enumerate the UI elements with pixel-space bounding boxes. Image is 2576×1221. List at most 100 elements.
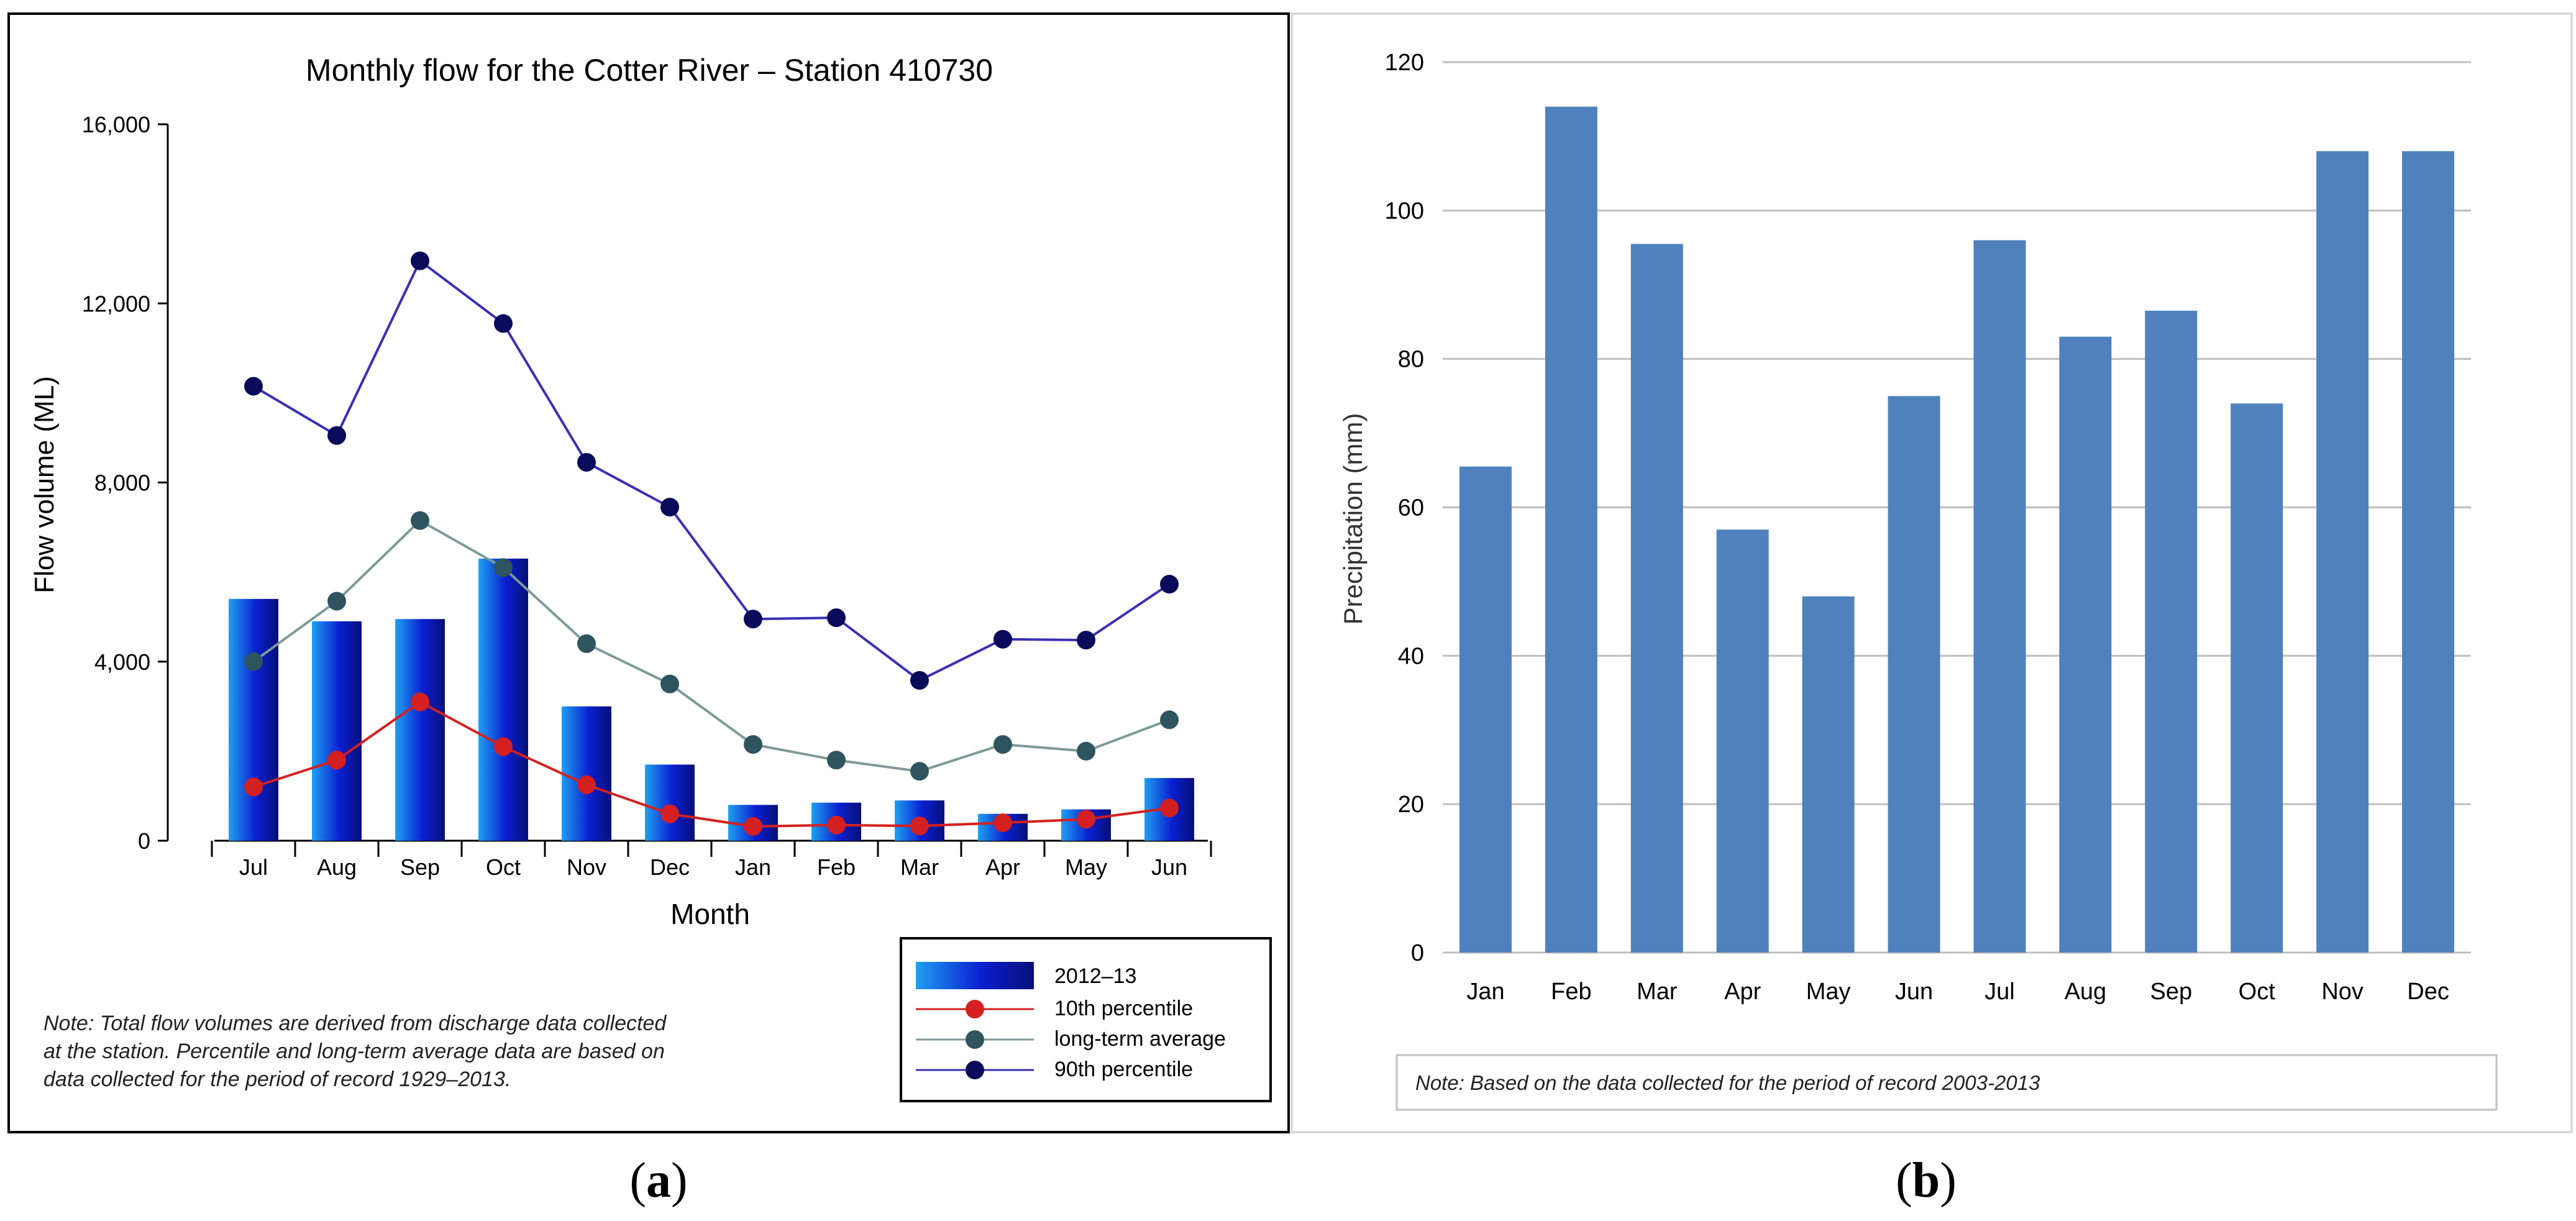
bar	[2059, 336, 2112, 953]
x-tick-label: Jun	[1895, 979, 1933, 1005]
chart-a: Monthly flow for the Cotter River – Stat…	[7, 12, 1290, 1133]
legend-swatch-bar	[916, 962, 1034, 989]
chart-b: 0 20 40 60 80 100 120 Jan Feb Mar Apr May Jun Jul Aug…	[1290, 12, 2573, 1133]
x-tick-label: Sep	[2150, 979, 2192, 1005]
data-point	[827, 815, 846, 835]
data-point	[244, 777, 263, 797]
data-point	[577, 775, 596, 794]
data-point	[411, 511, 429, 530]
data-point	[993, 735, 1012, 754]
legend-label: long-term average	[1054, 1027, 1226, 1051]
bar	[395, 619, 445, 841]
data-point	[244, 652, 263, 671]
y-tick-label: 20	[1398, 792, 1424, 818]
bar	[1888, 396, 1940, 953]
data-point	[827, 751, 846, 770]
data-point	[744, 610, 762, 629]
y-tick-label: 80	[1398, 347, 1424, 373]
data-point	[1077, 810, 1095, 829]
x-tick-label: Mar	[900, 854, 939, 880]
data-point	[1160, 798, 1179, 818]
x-tick-label: Jun	[1151, 854, 1187, 880]
panel-caption-a-letter: a	[646, 1153, 671, 1208]
data-point	[494, 314, 513, 333]
bar	[2402, 151, 2455, 953]
chart-a-note-line: Note: Total flow volumes are derived fro…	[43, 1012, 667, 1035]
chart-b-frame	[1290, 12, 2573, 1133]
bar	[478, 559, 528, 841]
x-tick-label: Mar	[1637, 979, 1678, 1005]
chart-b-x-axis: Jan Feb Mar Apr May Jun Jul Aug Sep Oct Nov Dec	[1466, 979, 2449, 1005]
data-point	[1160, 575, 1179, 594]
y-tick-label: 120	[1385, 50, 1424, 76]
data-point	[244, 377, 263, 396]
data-point	[993, 813, 1012, 833]
legend-label: 90th percentile	[1054, 1058, 1193, 1081]
x-tick-label: Sep	[400, 854, 440, 880]
x-tick-label: Oct	[486, 854, 521, 880]
bar	[2316, 151, 2369, 953]
legend-swatch-marker	[966, 1061, 984, 1079]
y-tick-label: 0	[1411, 940, 1424, 966]
panel-caption-a: (a)	[629, 1153, 688, 1208]
x-tick-label: Nov	[2321, 979, 2364, 1005]
x-tick-label: Dec	[2407, 979, 2449, 1005]
chart-a-note: Note: Total flow volumes are derived fro…	[43, 1012, 667, 1091]
data-point	[660, 674, 679, 693]
chart-a-legend: 2012–13 10th percentile long-term averag…	[900, 937, 1272, 1102]
y-tick-label: 8,000	[94, 470, 150, 496]
chart-a-y-axis: 0 4,000 8,000 12,000 16,000	[82, 112, 169, 854]
data-point	[411, 251, 429, 270]
data-point	[327, 592, 346, 611]
data-point	[327, 426, 346, 445]
legend-swatch-marker	[966, 1000, 984, 1018]
legend-swatch-marker	[966, 1030, 984, 1049]
x-tick-label: Apr	[1724, 979, 1761, 1005]
bar	[229, 598, 278, 841]
data-point	[1077, 631, 1095, 650]
bar	[2231, 403, 2283, 953]
x-tick-label: Feb	[1551, 979, 1591, 1005]
data-point	[910, 816, 929, 836]
x-tick-label: Jul	[1985, 979, 2015, 1005]
x-tick-label: Jan	[735, 854, 771, 880]
data-point	[1077, 741, 1095, 761]
data-point	[494, 558, 513, 577]
x-tick-label: Nov	[567, 854, 606, 880]
x-tick-label: Apr	[985, 854, 1020, 880]
bar	[2145, 311, 2198, 953]
chart-b-note: Note: Based on the data collected for th…	[1415, 1071, 2040, 1094]
panel-caption-b: (b)	[1896, 1153, 1957, 1208]
x-tick-label: Aug	[2065, 979, 2107, 1005]
data-point	[993, 629, 1012, 649]
x-tick-label: Aug	[317, 854, 357, 880]
y-tick-label: 40	[1398, 643, 1424, 669]
data-point	[494, 737, 513, 756]
bar	[1630, 244, 1683, 953]
chart-a-note-line: data collected for the period of record …	[43, 1068, 511, 1091]
chart-b-note-box	[1395, 1054, 2498, 1111]
legend-label: 10th percentile	[1054, 997, 1193, 1020]
x-tick-label: Jul	[239, 854, 268, 880]
data-point	[910, 671, 929, 690]
legend-label: 2012–13	[1054, 964, 1136, 988]
chart-a-lines	[244, 251, 1179, 836]
y-tick-label: 4,000	[94, 649, 150, 675]
data-point	[577, 634, 596, 653]
bar	[1459, 466, 1512, 953]
y-tick-label: 100	[1385, 198, 1424, 224]
x-tick-label: Feb	[817, 854, 856, 880]
chart-a-note-line: at the station. Percentile and long-term…	[43, 1040, 665, 1063]
chart-b-gridlines	[1443, 61, 2471, 954]
bar	[562, 706, 611, 841]
chart-b-y-axis: 0 20 40 60 80 100 120	[1385, 50, 1424, 966]
data-point	[660, 804, 679, 823]
data-point	[910, 762, 929, 781]
bar	[1716, 529, 1769, 953]
panel-caption-b-letter: b	[1912, 1153, 1940, 1208]
chart-b-bars	[1459, 106, 2455, 953]
data-point	[1160, 710, 1179, 729]
data-point	[660, 498, 679, 517]
bar	[1973, 240, 2026, 953]
